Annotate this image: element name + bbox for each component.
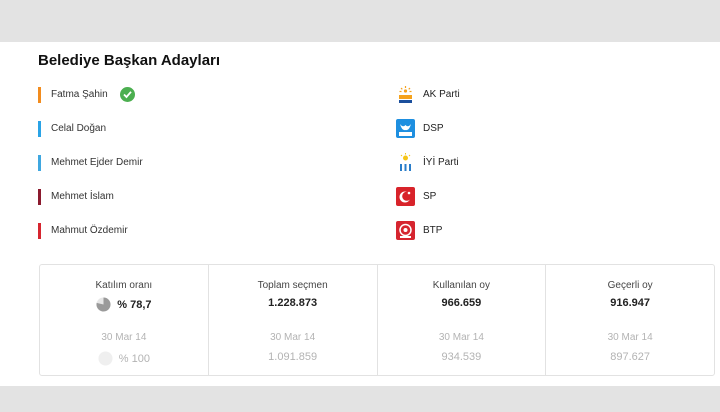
candidate-name: Celal Doğan (51, 123, 107, 134)
stat-prev-value: % 100 (118, 352, 150, 365)
ak-parti-logo-icon (396, 85, 415, 104)
candidate-row[interactable]: Mehmet İslam SP (38, 187, 688, 207)
stat-turnout: Katılım oranı % 78,7 30 Mar 14 % 100 (40, 265, 209, 375)
candidate-color-bar (38, 121, 41, 137)
candidate-name: Fatma Şahin (51, 89, 108, 100)
candidate-name: Mahmut Özdemir (51, 225, 128, 236)
stat-value: 916.947 (610, 297, 650, 309)
stat-prev-date: 30 Mar 14 (101, 332, 147, 343)
iyi-parti-logo-icon (396, 153, 415, 172)
stat-prev-date: 30 Mar 14 (438, 332, 484, 343)
candidate-row[interactable]: Fatma Şahin AK Parti (38, 85, 688, 105)
candidate-color-bar (38, 155, 41, 171)
stat-prev-value: 934.539 (441, 351, 482, 363)
candidate-color-bar (38, 87, 41, 103)
dsp-logo-icon (396, 119, 415, 138)
party-name: BTP (423, 225, 443, 236)
stat-value: 1.228.873 (268, 297, 318, 309)
candidate-color-bar (38, 223, 41, 239)
sp-logo-icon (396, 187, 415, 206)
stat-prev-wrap: % 100 (40, 351, 208, 369)
candidate-row[interactable]: Celal Doğan DSP (38, 119, 688, 139)
stat-votes-cast: Kullanılan oy 966.659 30 Mar 14 934.539 (378, 265, 547, 375)
stat-prev-value: 1.091.859 (268, 351, 318, 363)
stat-value-wrap: % 78,7 (40, 297, 208, 315)
stat-total-voters: Toplam seçmen 1.228.873 30 Mar 14 1.091.… (209, 265, 378, 375)
stat-prev-date: 30 Mar 14 (607, 332, 653, 343)
winner-check-icon (120, 87, 135, 102)
btp-logo-icon (396, 221, 415, 240)
stat-prev-date: 30 Mar 14 (270, 332, 316, 343)
turnout-pie-slice (96, 297, 111, 312)
stat-label: Katılım oranı (95, 280, 153, 291)
turnout-pie-icon (96, 297, 111, 312)
stat-label: Geçerli oy (607, 280, 653, 291)
stat-label: Toplam seçmen (257, 280, 328, 291)
party-name: SP (423, 191, 437, 202)
stat-label: Kullanılan oy (432, 280, 490, 291)
stat-value: 966.659 (441, 297, 482, 309)
previous-turnout-pie-icon (98, 351, 113, 366)
candidate-name: Mehmet Ejder Demir (51, 157, 143, 168)
stat-value: % 78,7 (117, 298, 152, 311)
candidate-color-bar (38, 189, 41, 205)
election-stats: Katılım oranı % 78,7 30 Mar 14 % 100 (39, 264, 715, 376)
candidate-name: Mehmet İslam (51, 191, 114, 202)
candidates-card: Belediye Başkan Adayları Fatma Şahin AK (0, 42, 720, 386)
stat-valid-votes: Geçerli oy 916.947 30 Mar 14 897.627 (546, 265, 714, 375)
candidate-row[interactable]: Mahmut Özdemir BTP (38, 221, 688, 241)
section-title: Belediye Başkan Adayları (38, 52, 221, 69)
candidate-row[interactable]: Mehmet Ejder Demir İYİ Parti (38, 153, 688, 173)
party-name: AK Parti (423, 89, 460, 100)
stat-prev-value: 897.627 (610, 351, 650, 363)
party-name: İYİ Parti (423, 157, 459, 168)
party-name: DSP (423, 123, 444, 134)
